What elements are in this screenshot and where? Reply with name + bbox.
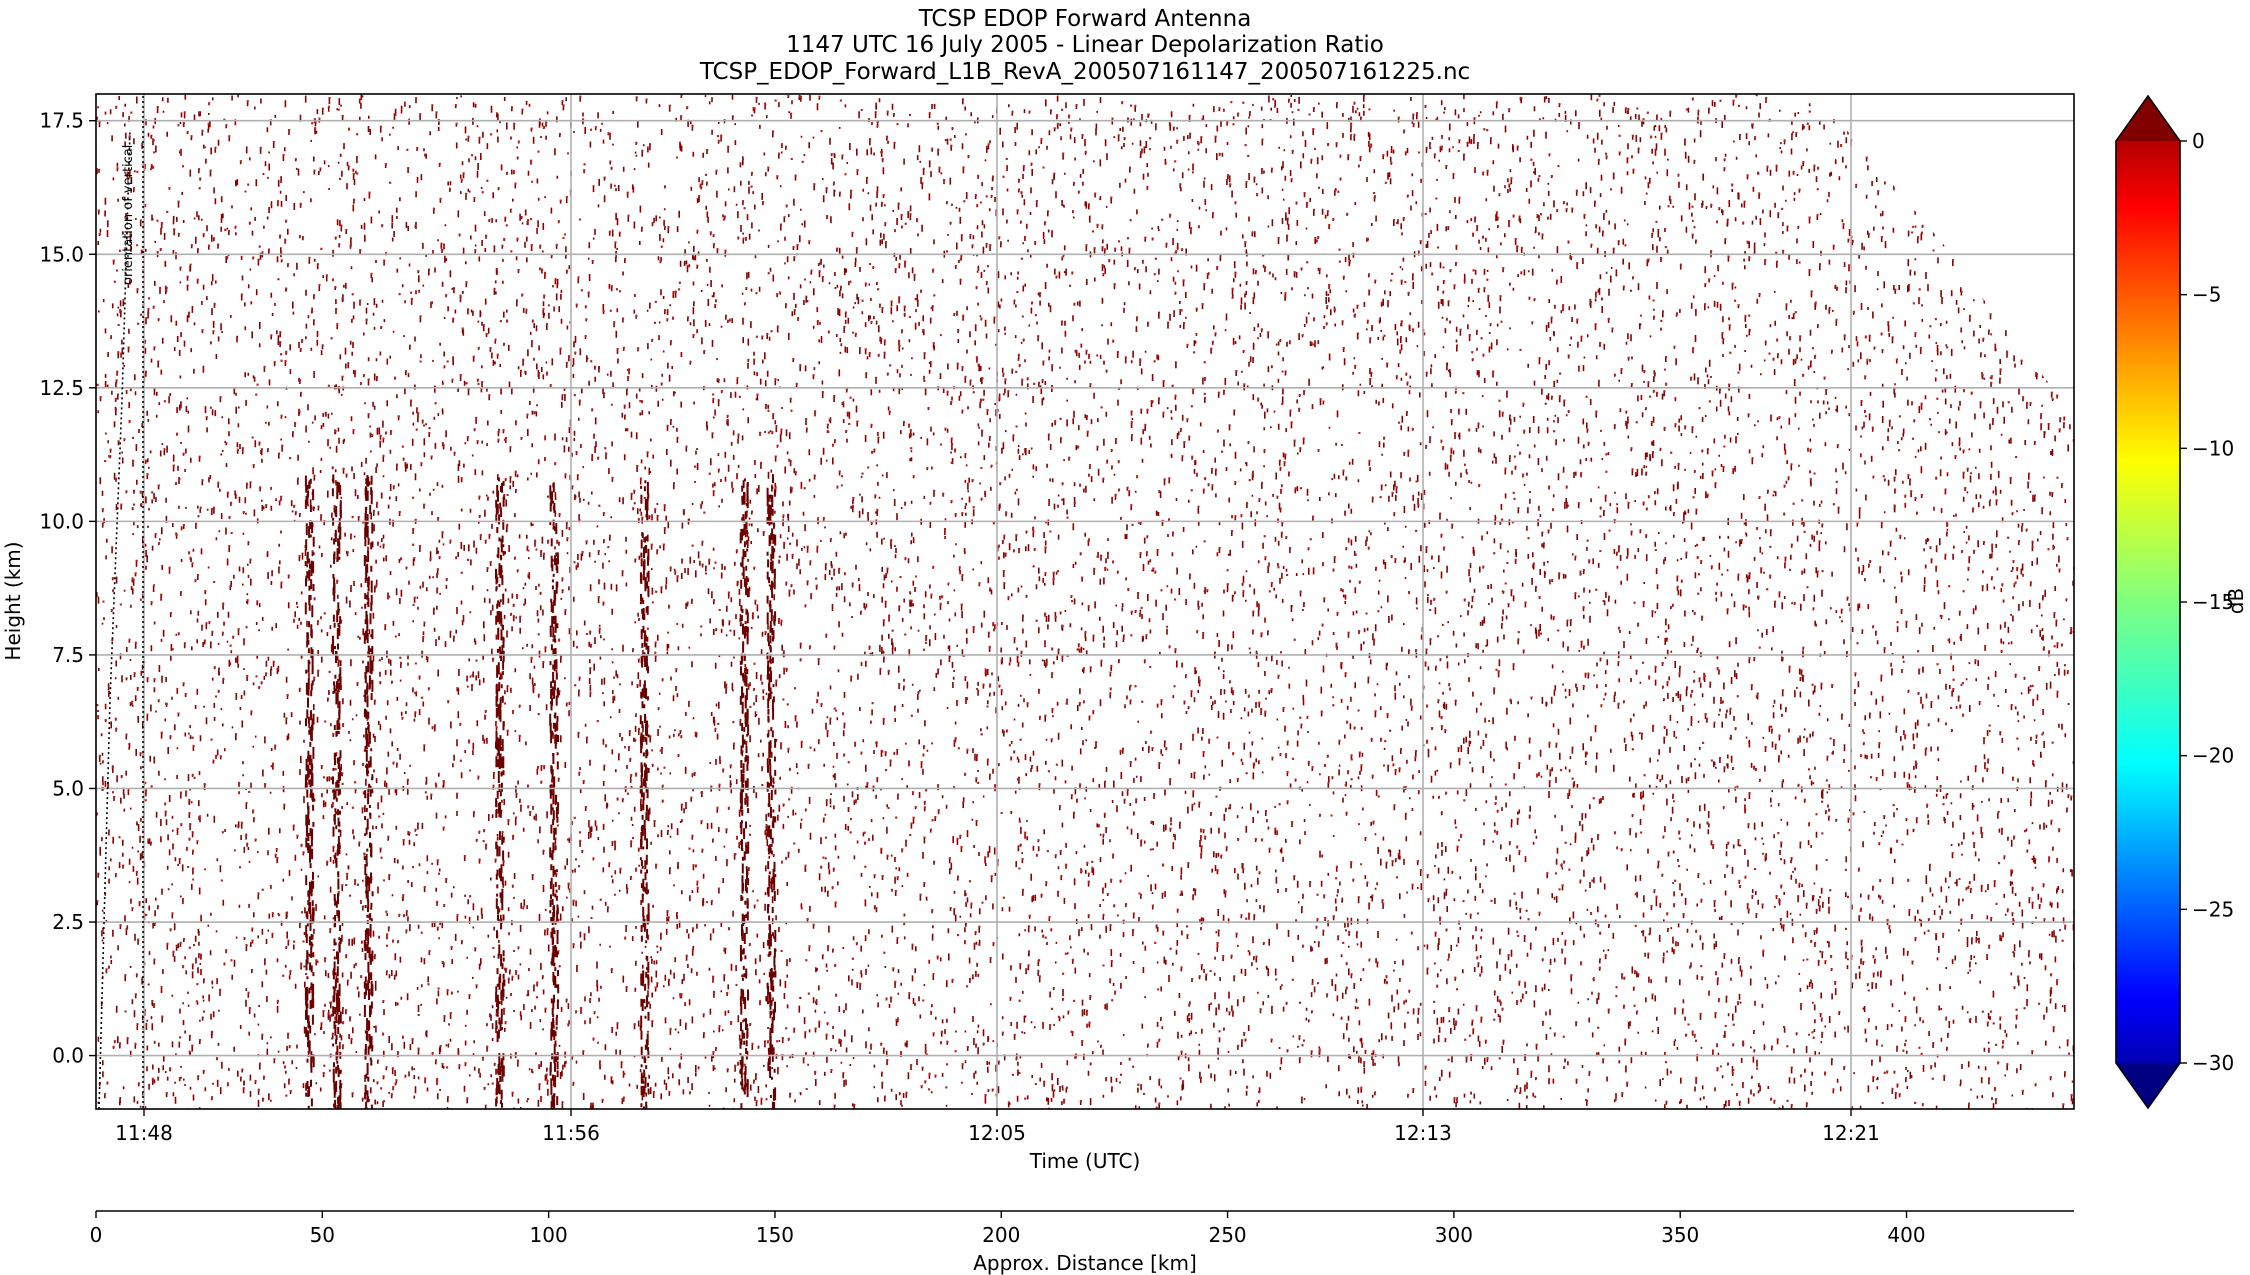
y-tick-label-2: 5.0 bbox=[52, 776, 84, 800]
y-tick-label-5: 12.5 bbox=[39, 376, 84, 400]
colorbar-tick-label-5: −25 bbox=[2192, 897, 2234, 921]
data-speckle-layer bbox=[96, 94, 2074, 1109]
y-tick-label-6: 15.0 bbox=[39, 242, 84, 266]
colorbar-tick-label-0: 0 bbox=[2192, 129, 2205, 153]
distance-tick-label-0: 0 bbox=[90, 1223, 103, 1247]
streak-5 bbox=[639, 480, 650, 1109]
vertical-orientation-annotation: orientation of vertical bbox=[98, 96, 144, 1110]
y-tick-label-4: 10.0 bbox=[39, 509, 84, 533]
colorbar-extend-top bbox=[2116, 96, 2180, 141]
streak-0 bbox=[304, 475, 315, 1109]
x-tick-label-1: 11:56 bbox=[542, 1121, 600, 1145]
colorbar-tick-label-2: −10 bbox=[2192, 436, 2234, 460]
colorbar-ticks: 0 −5 −10 −15 −20 −25 −30 bbox=[2180, 129, 2234, 1075]
distance-tick-label-5: 250 bbox=[1208, 1223, 1246, 1247]
title-line-1: TCSP EDOP Forward Antenna bbox=[918, 6, 1252, 32]
streak-7 bbox=[766, 474, 777, 1109]
distance-tick-label-3: 150 bbox=[756, 1223, 794, 1247]
grid-lines bbox=[96, 94, 2074, 1109]
plot-frame bbox=[95, 93, 2075, 1110]
colorbar-tick-label-6: −30 bbox=[2192, 1051, 2234, 1075]
title-line-2: 1147 UTC 16 July 2005 - Linear Depolariz… bbox=[786, 32, 1384, 58]
y-axis-label: Height (km) bbox=[1, 541, 25, 660]
colorbar: 0 −5 −10 −15 −20 −25 −30 dB bbox=[2115, 94, 2248, 1110]
distance-axis: 0 50 100 150 200 250 300 350 400 bbox=[90, 1210, 2074, 1247]
streak-6 bbox=[739, 478, 750, 1109]
streak-3 bbox=[495, 477, 505, 1109]
y-tick-label-3: 7.5 bbox=[52, 643, 84, 667]
streak-4 bbox=[549, 482, 560, 1109]
distance-tick-label-4: 200 bbox=[982, 1223, 1020, 1247]
distance-tick-label-1: 50 bbox=[310, 1223, 335, 1247]
y-tick-label-7: 17.5 bbox=[39, 109, 84, 133]
distance-tick-label-2: 100 bbox=[530, 1223, 568, 1247]
distance-tick-label-8: 400 bbox=[1887, 1223, 1925, 1247]
colorbar-body bbox=[2115, 94, 2181, 1110]
distance-tick-label-7: 350 bbox=[1661, 1223, 1699, 1247]
colorbar-tick-label-1: −5 bbox=[2192, 283, 2221, 307]
x-tick-label-0: 11:48 bbox=[115, 1121, 173, 1145]
colorbar-tick-label-3: −15 bbox=[2192, 590, 2234, 614]
title-line-3: TCSP_EDOP_Forward_L1B_RevA_200507161147_… bbox=[699, 59, 1470, 85]
colorbar-tick-label-4: −20 bbox=[2192, 744, 2234, 768]
streak-1 bbox=[331, 474, 342, 1109]
chart-title: TCSP EDOP Forward Antenna 1147 UTC 16 Ju… bbox=[699, 6, 1470, 85]
streak-2 bbox=[363, 475, 374, 1109]
x-tick-label-3: 12:13 bbox=[1394, 1121, 1452, 1145]
x-tick-label-4: 12:21 bbox=[1822, 1121, 1880, 1145]
colorbar-extend-bottom bbox=[2116, 1063, 2180, 1108]
speckle-points bbox=[96, 94, 2074, 1109]
y-tick-label-0: 0.0 bbox=[52, 1044, 84, 1068]
colorbar-label: dB bbox=[2224, 588, 2248, 614]
distance-tick-label-6: 300 bbox=[1435, 1223, 1473, 1247]
plot-area: orientation of vertical bbox=[95, 93, 2075, 1110]
x-tick-label-2: 12:05 bbox=[968, 1121, 1026, 1145]
y-tick-label-1: 2.5 bbox=[52, 910, 84, 934]
x-axis-label: Time (UTC) bbox=[1029, 1149, 1141, 1173]
orientation-label: orientation of vertical bbox=[121, 145, 136, 285]
y-axis: 0.0 2.5 5.0 7.5 10.0 12.5 15.0 17.5 bbox=[39, 109, 96, 1068]
distance-axis-label: Approx. Distance [km] bbox=[973, 1251, 1197, 1275]
x-axis: 11:48 11:56 12:05 12:13 12:21 bbox=[115, 1109, 1880, 1145]
plot-background bbox=[96, 94, 2074, 1109]
